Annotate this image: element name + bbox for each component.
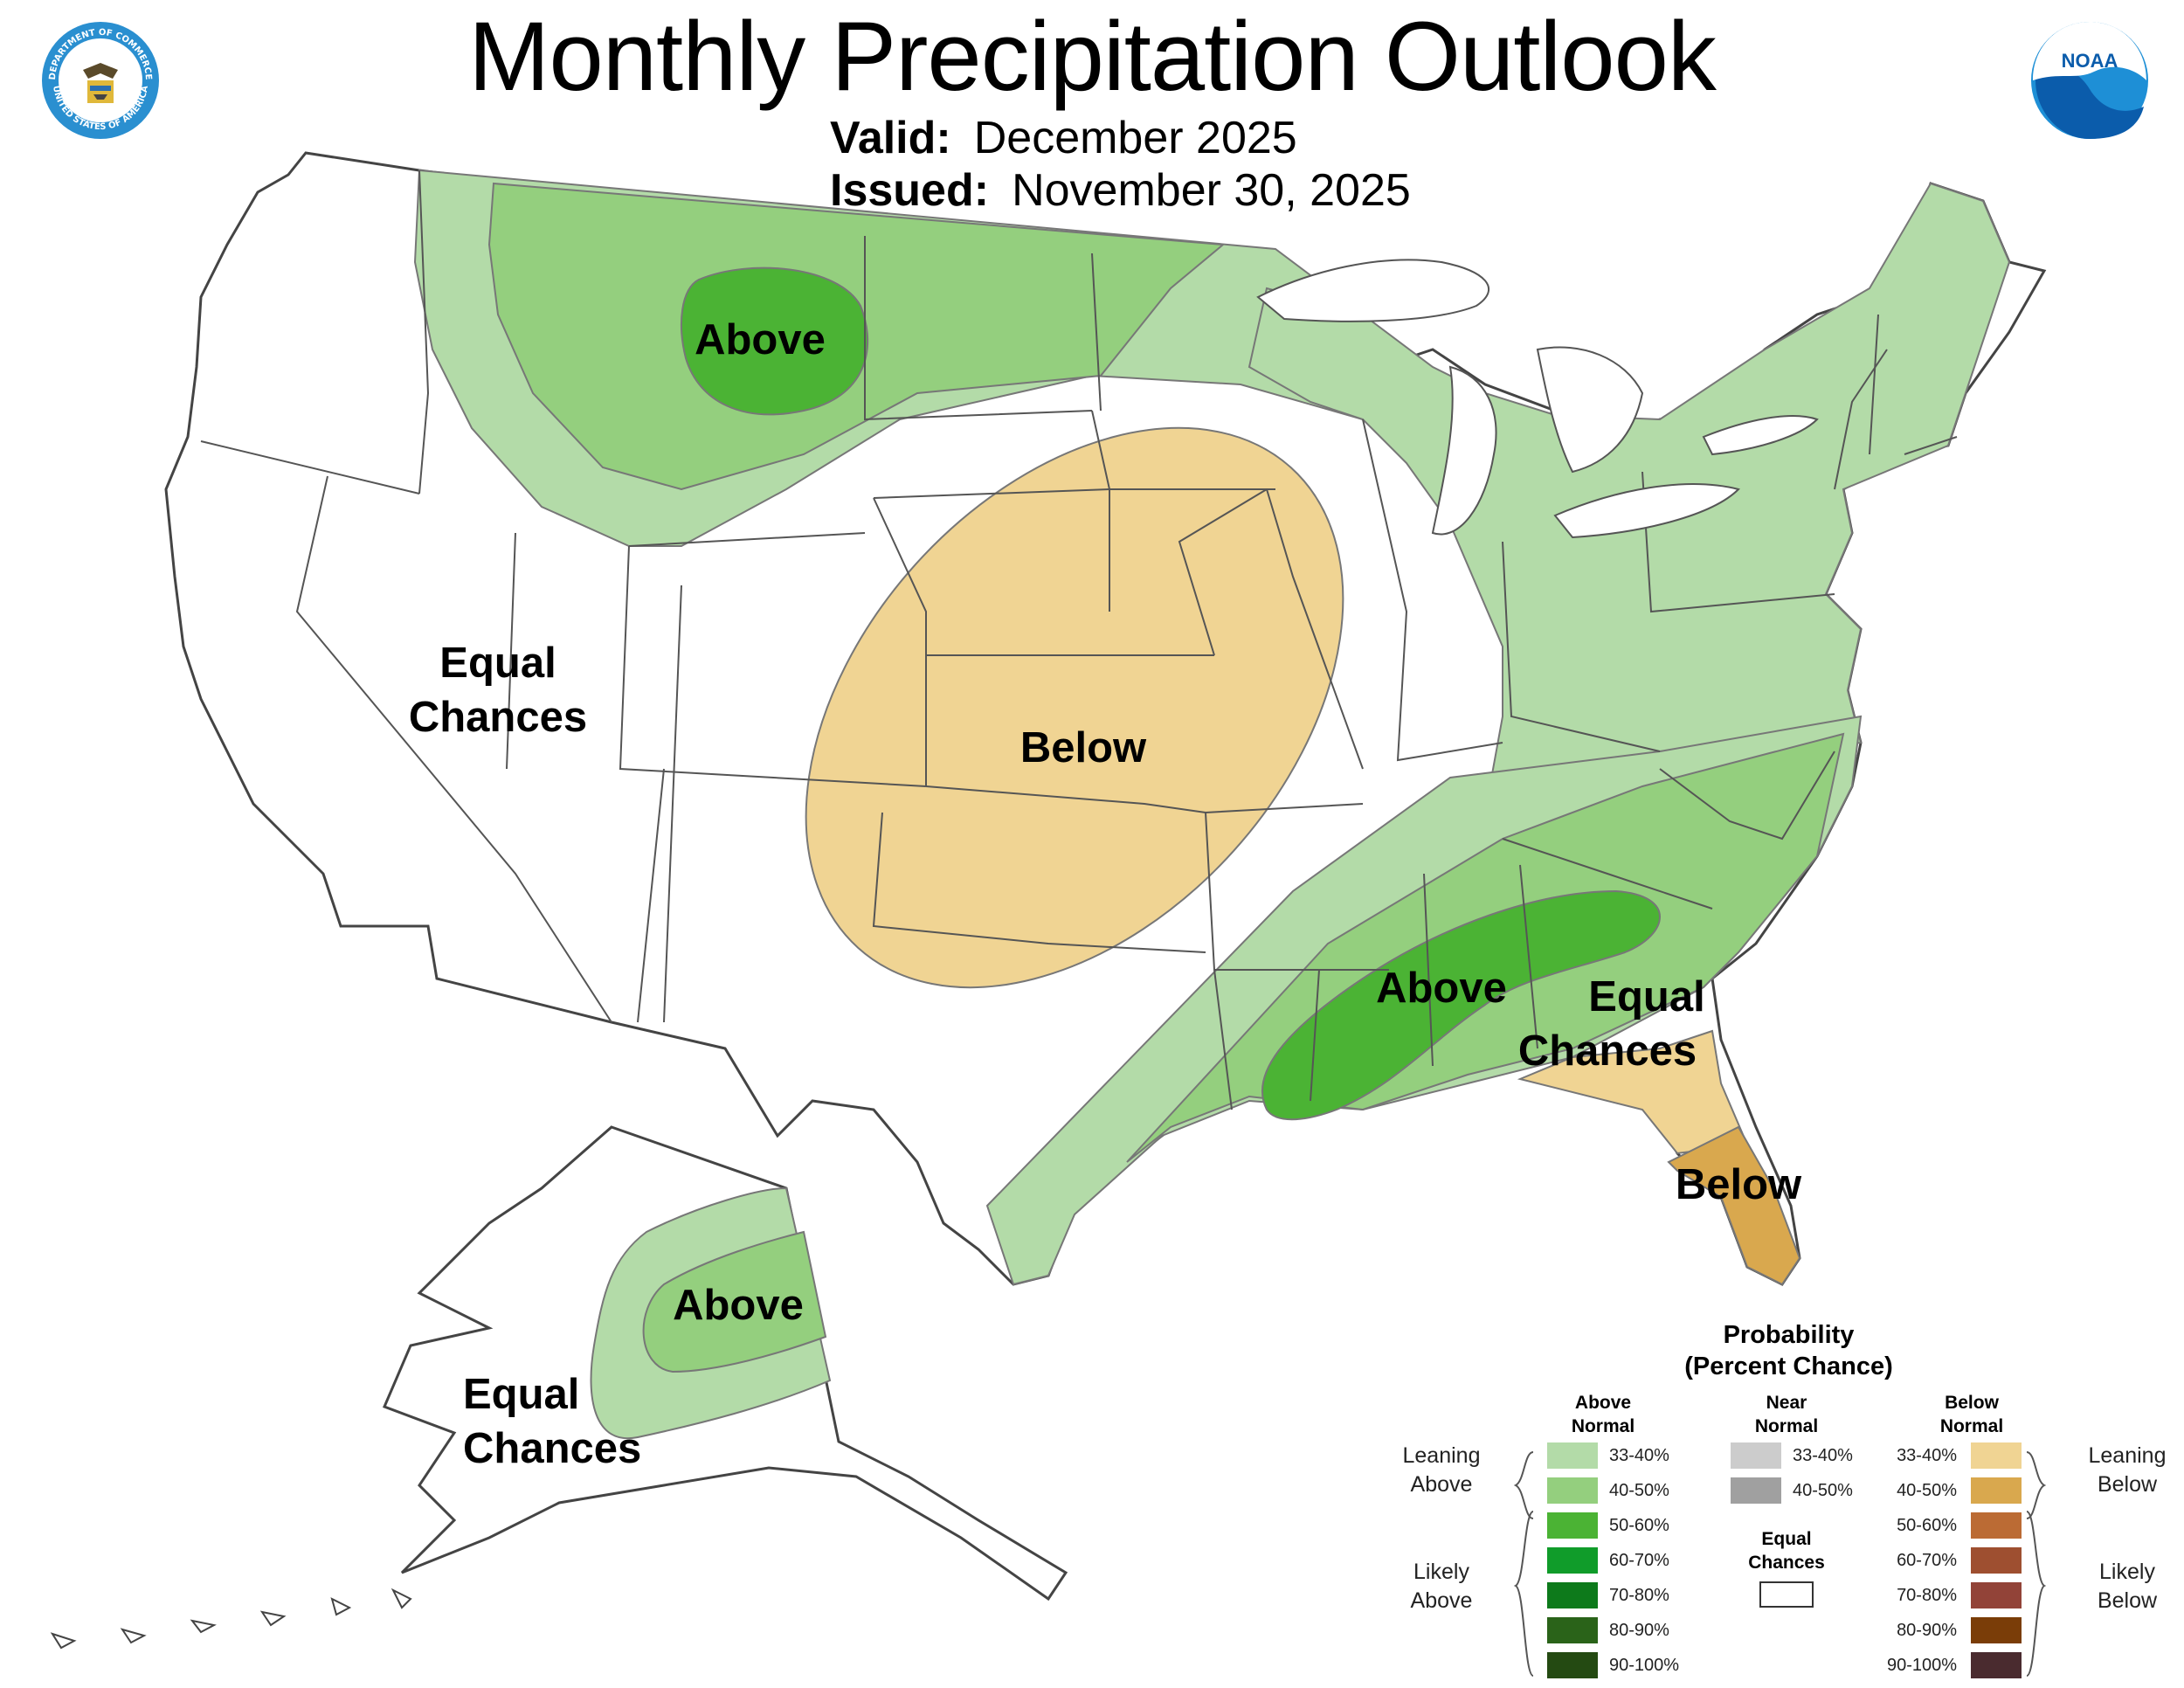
commerce-seal-icon: DEPARTMENT OF COMMERCE UNITED STATES OF … (42, 22, 159, 139)
legend-title: Probability (Percent Chance) (1393, 1319, 2184, 1382)
legend-above-label: 70-80% (1609, 1586, 1669, 1605)
legend-near-swatch (1730, 1442, 1782, 1470)
label-florida-equal-chances: Equal Chances (1485, 970, 1730, 1078)
map-title: Monthly Precipitation Outlook (468, 2, 1717, 111)
issued-value: November 30, 2025 (1012, 165, 1411, 216)
label-west-equal-chances: Equal Chances (376, 636, 620, 744)
label-southeast-above: Above (1376, 965, 1507, 1012)
northeast-above-33-40 (1248, 182, 2011, 892)
valid-value: December 2025 (973, 113, 1297, 163)
legend-header-line: Near (1766, 1393, 1807, 1413)
legend-below-swatch (1970, 1581, 2022, 1609)
aleutian-islands (50, 1588, 412, 1650)
legend-header-line: Normal (1754, 1416, 1819, 1436)
legend-header-line: Below (1945, 1393, 1999, 1413)
legend-below-swatch (1970, 1651, 2022, 1679)
legend-side-line: Above (1410, 1472, 1473, 1497)
label-line: Equal (1588, 973, 1705, 1020)
legend-header-line: Chances (1748, 1553, 1825, 1573)
label-line: Chances (1517, 1027, 1697, 1075)
probability-legend: Probability (Percent Chance) Above Norma… (1393, 1311, 2184, 1688)
legend-above-swatch (1546, 1581, 1599, 1609)
legend-side-line: Leaning (2088, 1443, 2167, 1468)
legend-brackets (1513, 1451, 2047, 1677)
label-line: Equal (463, 1371, 580, 1418)
legend-above-swatch (1546, 1651, 1599, 1679)
legend-below-swatch (1970, 1477, 2022, 1505)
legend-above-swatch (1546, 1546, 1599, 1574)
legend-side-line: Above (1410, 1588, 1473, 1613)
legend-equal-chances: Equal Chances (1730, 1527, 1843, 1574)
label-alaska-above: Above (673, 1282, 804, 1329)
legend-below-swatch (1970, 1616, 2022, 1644)
legend-header-line: Normal (1939, 1416, 2004, 1436)
legend-side-line: Likely (1413, 1560, 1469, 1584)
legend-below-label: 60-70% (1897, 1551, 1957, 1570)
label-line: Chances (463, 1425, 642, 1472)
southeast-above-50-60 (1261, 889, 1661, 1121)
legend-header-below: Below Normal (1915, 1391, 2028, 1438)
legend-above-swatch (1546, 1442, 1599, 1470)
valid-label: Valid: (830, 113, 951, 163)
legend-above-label: 60-70% (1609, 1551, 1669, 1570)
florida-below-40-50 (1667, 1125, 1801, 1286)
alaska-above-40-50 (642, 1230, 827, 1373)
legend-below-label: 50-60% (1897, 1516, 1957, 1535)
label-alaska-equal-chances: Equal Chances (428, 1367, 673, 1476)
plains-below-33-40 (805, 426, 1344, 989)
legend-above-swatch (1546, 1512, 1599, 1539)
legend-header-line: Normal (1571, 1416, 1635, 1436)
legend-below-label: 33-40% (1897, 1446, 1957, 1465)
legend-near-swatch (1730, 1477, 1782, 1505)
label-north-above: Above (695, 316, 826, 363)
legend-near-label: 40-50% (1793, 1481, 1853, 1500)
legend-near-label: 33-40% (1793, 1446, 1853, 1465)
legend-above-label: 90-100% (1609, 1656, 1680, 1675)
legend-below-swatch (1970, 1546, 2022, 1574)
legend-side-line: Below (2097, 1472, 2158, 1497)
noaa-logo-text: NOAA (2062, 50, 2118, 72)
legend-header-line: Above (1574, 1393, 1632, 1413)
state-boundaries (200, 169, 1958, 1110)
legend-below-label: 70-80% (1897, 1586, 1957, 1605)
legend-above-label: 33-40% (1609, 1446, 1669, 1465)
legend-likely-above: Likely Above (1393, 1558, 1489, 1615)
legend-likely-below: Likely Below (2079, 1558, 2175, 1615)
legend-leaning-below: Leaning Below (2079, 1442, 2175, 1499)
legend-header-above: Above Normal (1546, 1391, 1660, 1438)
label-florida-below: Below (1675, 1161, 1802, 1208)
legend-title-line: (Percent Chance) (1684, 1352, 1893, 1380)
great-lakes (1256, 259, 1819, 539)
legend-equal-chances-swatch (1759, 1581, 1814, 1608)
noaa-logo-icon: NOAA (2031, 22, 2148, 139)
legend-below-swatch (1970, 1512, 2022, 1539)
legend-leaning-above: Leaning Above (1393, 1442, 1489, 1499)
legend-header-near: Near Normal (1730, 1391, 1843, 1438)
legend-side-line: Below (2097, 1588, 2158, 1613)
legend-title-line: Probability (1723, 1321, 1855, 1349)
legend-above-swatch (1546, 1616, 1599, 1644)
legend-below-label: 90-100% (1887, 1656, 1958, 1675)
label-line: Chances (408, 694, 588, 741)
legend-side-line: Likely (2099, 1560, 2155, 1584)
legend-header-line: Equal (1761, 1529, 1812, 1549)
legend-below-swatch (1970, 1442, 2022, 1470)
legend-above-swatch (1546, 1477, 1599, 1505)
legend-above-label: 40-50% (1609, 1481, 1669, 1500)
legend-below-label: 80-90% (1897, 1621, 1957, 1640)
issued-line: Issued: November 30, 2025 (830, 164, 1411, 217)
valid-line: Valid: December 2025 (830, 112, 1297, 164)
florida-below-33-40 (1517, 1029, 1749, 1155)
issued-label: Issued: (830, 165, 990, 216)
legend-above-label: 50-60% (1609, 1516, 1669, 1535)
label-plains-below: Below (1019, 724, 1147, 771)
legend-side-line: Leaning (1402, 1443, 1481, 1468)
legend-below-label: 40-50% (1897, 1481, 1957, 1500)
label-line: Equal (439, 640, 556, 687)
legend-above-label: 80-90% (1609, 1621, 1669, 1640)
north-above-50-60 (681, 266, 869, 416)
